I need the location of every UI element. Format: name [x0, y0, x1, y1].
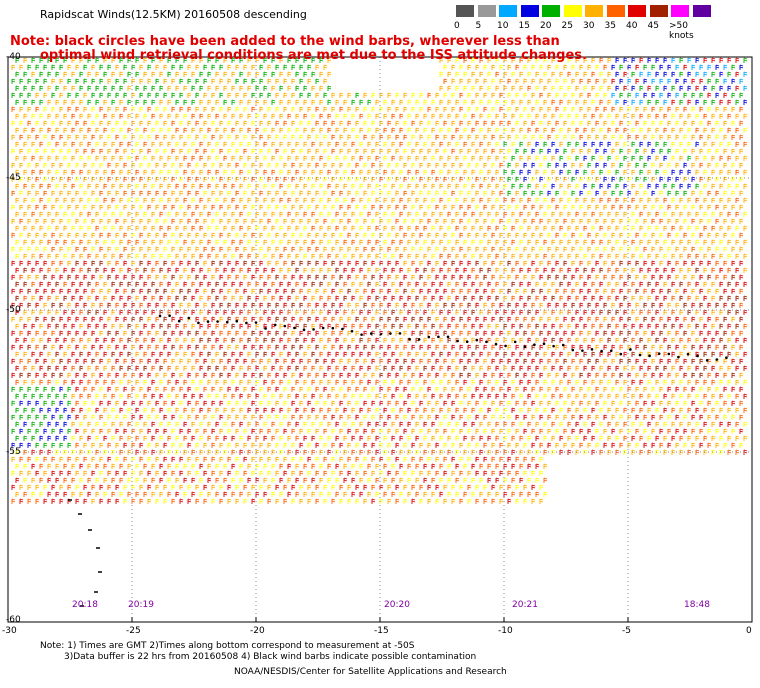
time-label: 20:18 [72, 600, 98, 610]
legend-label: 35 [604, 21, 616, 31]
time-label: 20:19 [128, 600, 154, 610]
x-tick-label: -25 [126, 626, 141, 636]
legend-label: 0 [454, 21, 460, 31]
legend-swatch [520, 5, 539, 17]
x-tick-label: -20 [250, 626, 265, 636]
footer-credit: NOAA/NESDIS/Center for Satellite Applica… [234, 667, 507, 677]
y-tick-label: -40 [6, 52, 21, 62]
time-label: 18:48 [684, 600, 710, 610]
y-tick-label: -45 [6, 173, 21, 183]
x-tick-label: -30 [2, 626, 17, 636]
legend-swatch [563, 5, 582, 17]
legend-label: 10 [497, 21, 509, 31]
legend-label: 45 [647, 21, 659, 31]
legend-swatch [477, 5, 496, 17]
y-tick-label: -60 [6, 615, 21, 625]
legend-label: >50 knots [669, 21, 694, 41]
time-label: 20:20 [384, 600, 410, 610]
legend-swatch [692, 5, 711, 17]
legend-label: 40 [626, 21, 638, 31]
legend-swatch [606, 5, 625, 17]
axis-ticks [7, 617, 753, 622]
time-label: 20:21 [512, 600, 538, 610]
wind-barbs-layer [11, 57, 748, 607]
x-tick-label: -15 [374, 626, 389, 636]
legend-label: 20 [540, 21, 552, 31]
legend-label: 25 [561, 21, 573, 31]
map-title: Rapidscat Winds(12.5KM) 20160508 descend… [40, 8, 307, 21]
map-grid [8, 57, 752, 622]
legend-label: 30 [583, 21, 595, 31]
note-line-1: Note: black circles have been added to t… [10, 34, 560, 49]
footer-note-2: 3)Data buffer is 22 hrs from 20160508 4)… [64, 652, 477, 662]
x-tick-label: -10 [498, 626, 513, 636]
x-tick-label: -5 [622, 626, 631, 636]
legend-label: 15 [518, 21, 530, 31]
y-tick-label: -50 [6, 305, 21, 315]
legend-swatch [585, 5, 603, 17]
legend-swatch [649, 5, 668, 17]
legend-swatch [628, 5, 646, 17]
note-line-2: optimal wind retrieval conditions are me… [40, 48, 587, 63]
x-tick-label: 0 [746, 626, 752, 636]
legend-swatch [542, 5, 560, 17]
legend-swatch [499, 5, 517, 17]
footer-note-1: Note: 1) Times are GMT 2)Times along bot… [40, 641, 415, 651]
legend-swatch [456, 5, 474, 17]
y-tick-label: -55 [6, 447, 21, 457]
legend-label: 5 [475, 21, 482, 31]
legend-swatch [671, 5, 689, 17]
